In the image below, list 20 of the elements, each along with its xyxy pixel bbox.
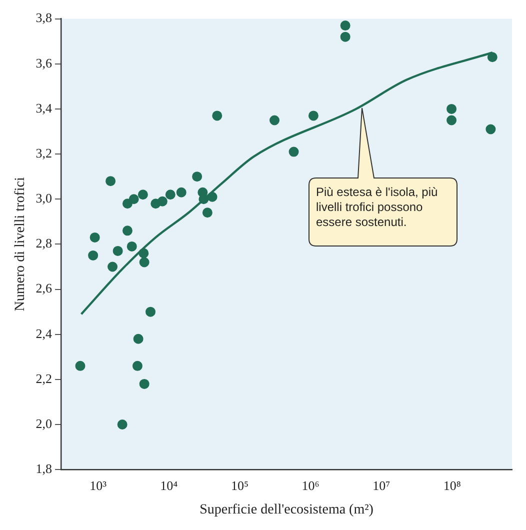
y-tick-label: 2,0 [36, 416, 52, 431]
annotation: Più estesa è l'isola, più livelli trofici possono essere sostenuti. [316, 185, 439, 230]
y-tick-label: 2,6 [36, 280, 53, 296]
x-tick-label: 10⁸ [443, 478, 462, 493]
x-tick-label: 10⁴ [160, 478, 178, 493]
y-tick-label: 3,2 [36, 145, 52, 160]
y-tick-label: 2,4 [36, 326, 53, 341]
y-axis-title: Numero di livelli trofici [13, 177, 28, 312]
x-axis-title: Superficie dell'ecosistema (m²) [200, 502, 374, 518]
x-tick-label: 10⁷ [372, 478, 390, 493]
y-tick-label: 3,8 [36, 10, 52, 26]
y-tick-label: 3,4 [36, 100, 53, 116]
y-tick-label: 2,2 [36, 370, 52, 386]
x-tick-label: 10³ [90, 478, 107, 493]
y-tick-label: 3,6 [36, 55, 53, 70]
x-tick-label: 10⁵ [230, 478, 248, 493]
y-tick-label: 2,8 [36, 236, 52, 251]
y-tick-label: 3,0 [36, 190, 52, 206]
y-tick-label: 1,8 [36, 461, 52, 476]
x-tick-label: 10⁶ [302, 478, 320, 493]
